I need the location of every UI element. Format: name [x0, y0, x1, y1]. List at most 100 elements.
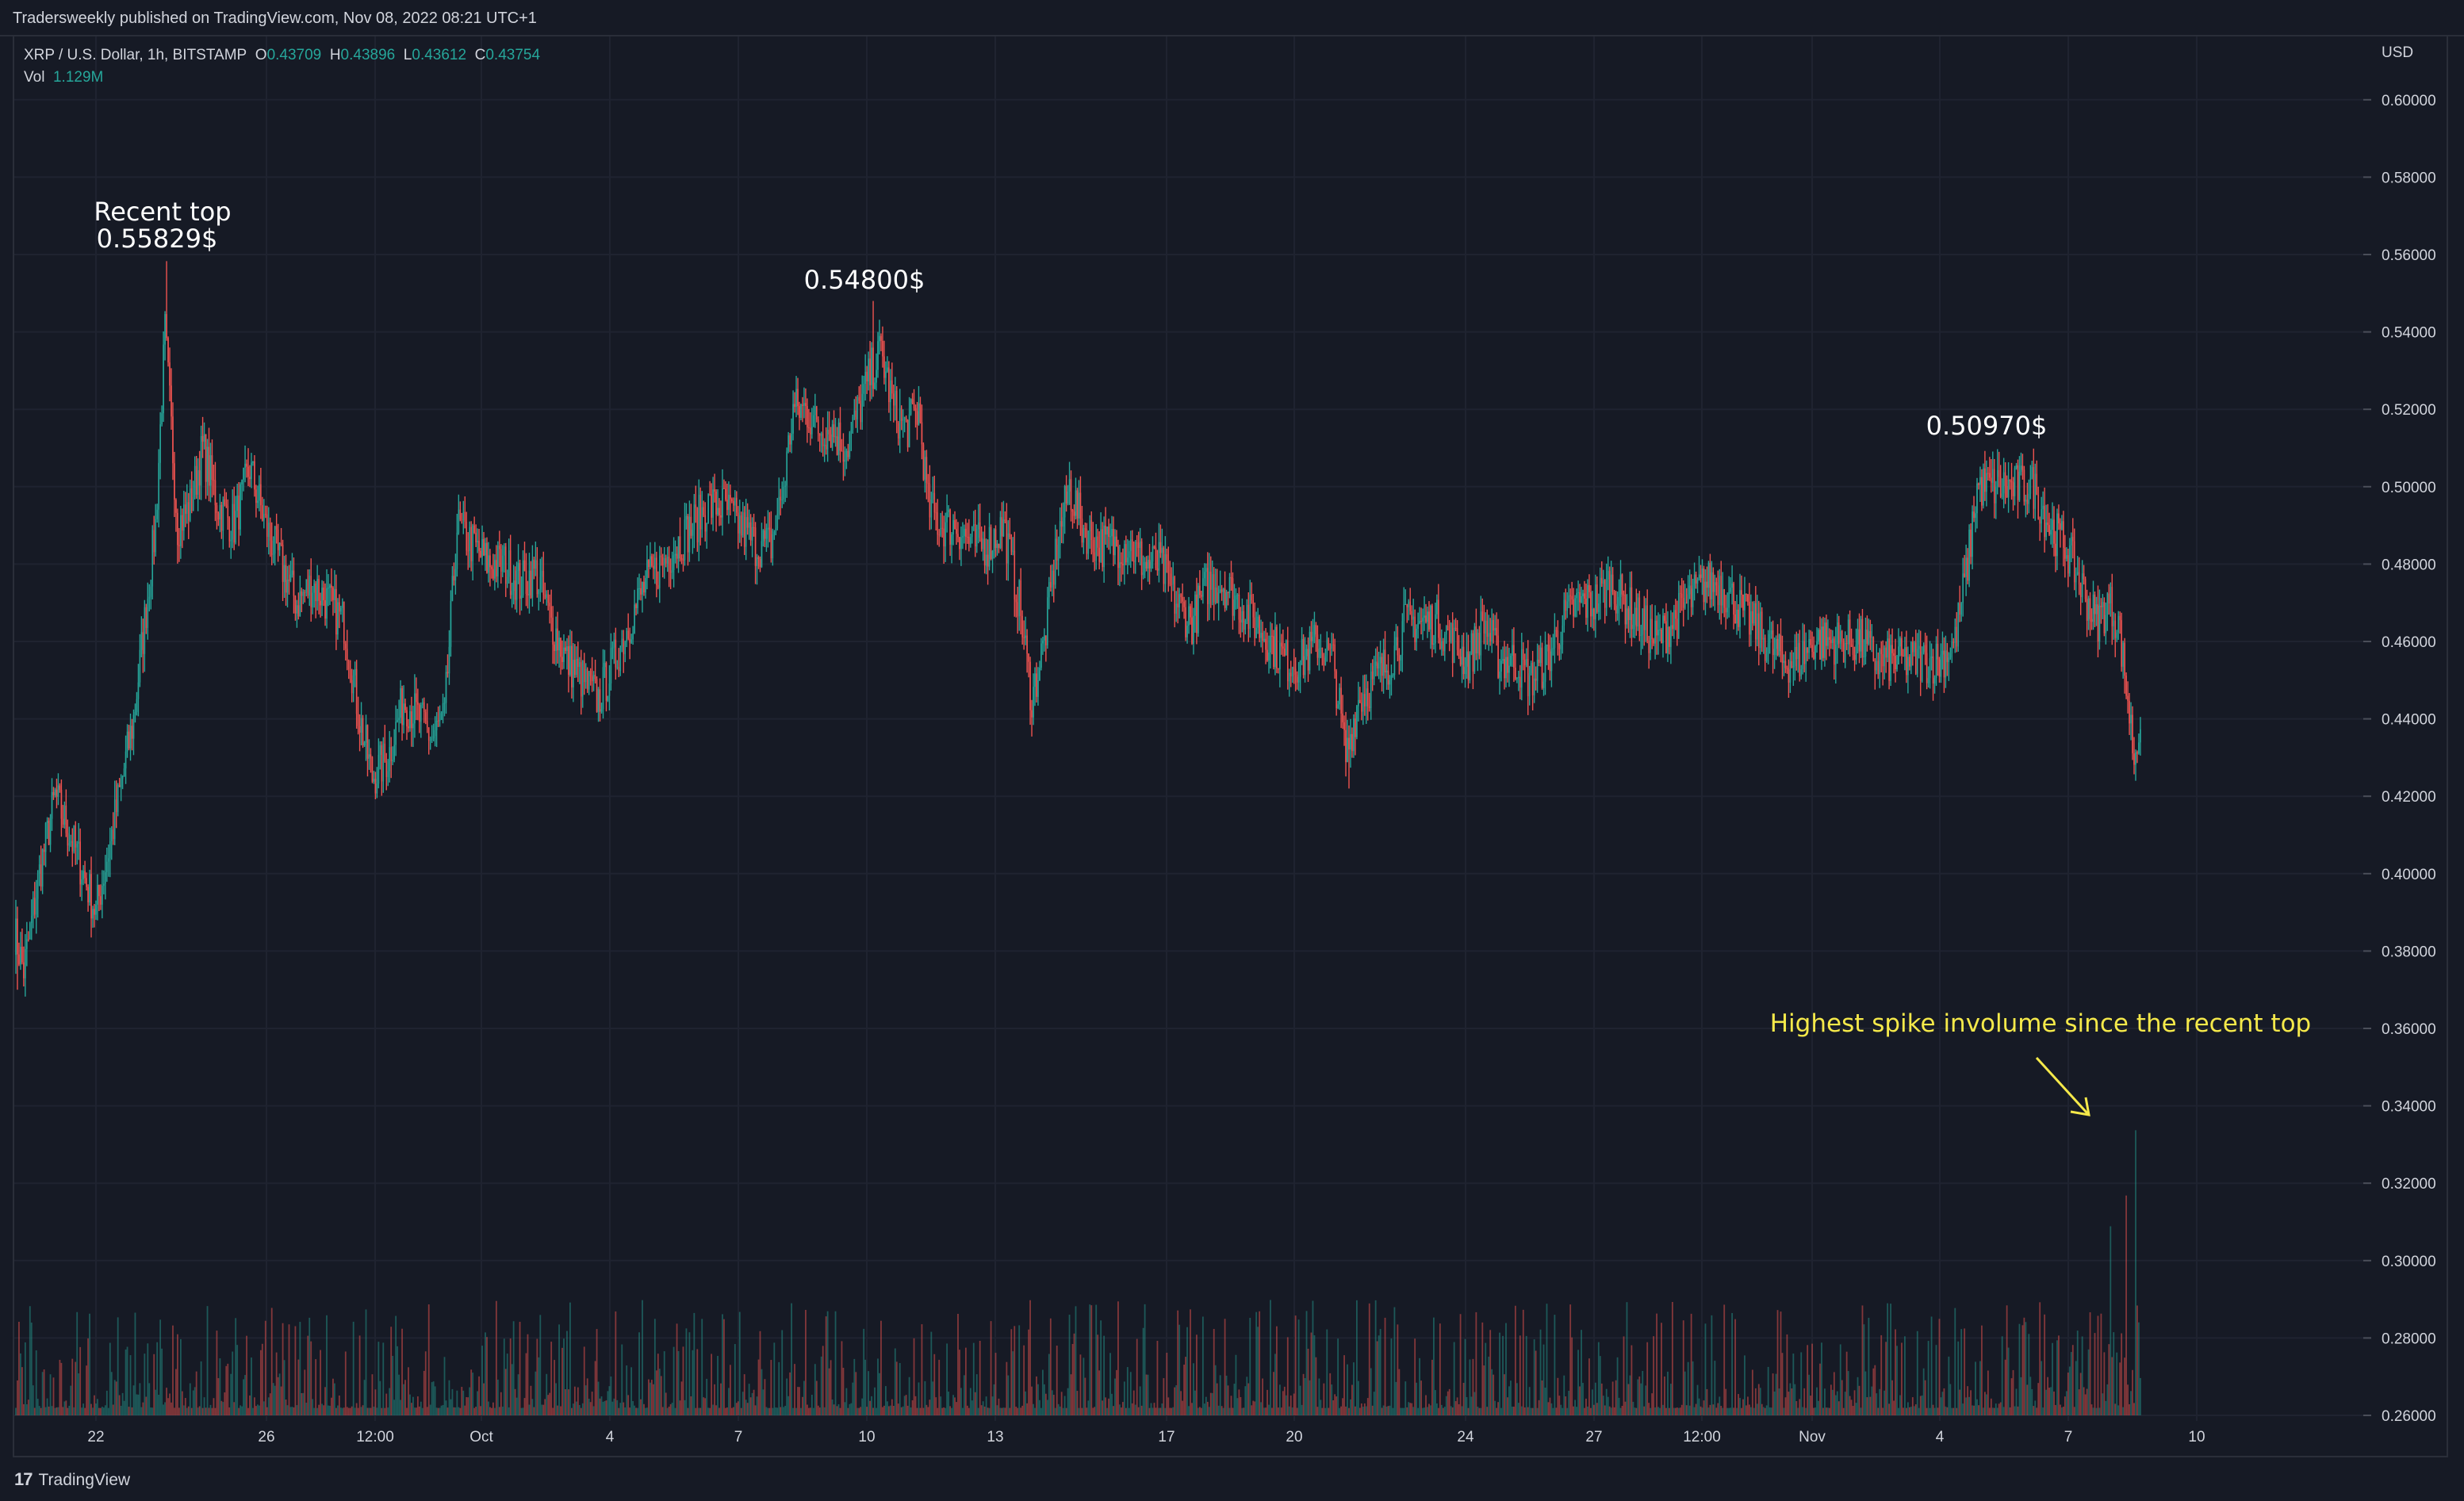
candle-body: [315, 583, 316, 602]
volume-bar: [2127, 1384, 2129, 1415]
volume-bar: [666, 1407, 669, 1415]
volume-bar: [454, 1407, 457, 1415]
volume-bar: [552, 1407, 554, 1415]
volume-bar: [773, 1342, 776, 1415]
candle-body: [597, 689, 600, 712]
volume-bar: [362, 1405, 364, 1415]
candle-body: [390, 747, 392, 762]
candle-body: [158, 462, 159, 510]
candle-body: [497, 546, 499, 577]
candle-body: [1417, 623, 1419, 629]
candle-body: [1860, 618, 1862, 652]
candle-body: [1868, 630, 1870, 644]
volume-bar: [1381, 1407, 1383, 1415]
volume-bar: [2018, 1323, 2021, 1415]
candle-body: [778, 496, 780, 515]
brand-label[interactable]: TradingView: [38, 1471, 131, 1489]
volume-bar: [147, 1343, 149, 1415]
volume-bar: [1222, 1407, 1224, 1415]
candle-body: [1486, 620, 1489, 638]
volume-bar: [2044, 1314, 2046, 1415]
chart-frame[interactable]: [13, 36, 2448, 1457]
volume-bar: [415, 1407, 417, 1415]
volume-bar: [2130, 1391, 2132, 1415]
candle-body: [323, 588, 324, 601]
candle-body: [1106, 526, 1108, 535]
volume-bar: [456, 1390, 458, 1415]
volume-bar: [1348, 1407, 1350, 1415]
candle-body: [1765, 653, 1768, 661]
volume-bar: [341, 1407, 343, 1415]
volume-bar: [1147, 1374, 1149, 1415]
candle-body: [1646, 605, 1648, 641]
volume-bar: [15, 1407, 17, 1415]
volume-bar: [492, 1402, 494, 1415]
volume-bar: [1879, 1388, 1881, 1415]
candle-body: [2010, 481, 2013, 483]
volume-bar: [98, 1407, 100, 1415]
volume-bar: [536, 1338, 538, 1415]
volume-bar: [1353, 1362, 1355, 1415]
candle-body: [1600, 577, 1601, 603]
candle-body: [1247, 604, 1250, 630]
candle-body: [927, 482, 929, 484]
candle-body: [660, 555, 662, 557]
candle-body: [855, 410, 857, 419]
candle-body: [605, 663, 607, 701]
volume-bar: [1615, 1380, 1617, 1415]
volume-bar: [1899, 1395, 1901, 1415]
candle-body: [1912, 641, 1914, 653]
volume-bar: [1571, 1337, 1573, 1415]
volume-bar: [469, 1387, 471, 1415]
volume-bar: [1893, 1400, 1895, 1415]
volume-bar: [283, 1360, 285, 1415]
candle-body: [427, 727, 430, 741]
candle-body: [1144, 561, 1146, 572]
candle-body: [329, 585, 331, 588]
candle-body: [1816, 641, 1818, 646]
volume-bar: [1208, 1407, 1210, 1415]
candle-body: [422, 702, 423, 705]
candle-body: [1781, 651, 1784, 663]
tradingview-logo-icon[interactable]: 17: [14, 1469, 33, 1489]
candle-body: [561, 657, 563, 662]
candle-body: [1075, 490, 1077, 516]
volume-bar: [1504, 1374, 1505, 1415]
candle-body: [1566, 601, 1569, 611]
volume-bar: [182, 1405, 185, 1415]
candle-body: [1984, 468, 1986, 492]
volume-bar: [569, 1302, 571, 1415]
volume-bar: [1653, 1336, 1655, 1415]
volume-bar: [255, 1406, 257, 1415]
candle-body: [1901, 638, 1903, 657]
volume-bar: [1581, 1330, 1582, 1415]
candle-body: [1052, 570, 1055, 585]
volume-bar: [566, 1331, 568, 1415]
volume-bar: [352, 1321, 354, 1415]
volume-bar: [630, 1367, 633, 1415]
volume-bar: [1964, 1328, 1966, 1415]
candle-body: [757, 557, 760, 559]
volume-bar: [685, 1328, 688, 1415]
candle-body: [1956, 626, 1958, 647]
candle-body: [82, 871, 84, 879]
candle-body: [1544, 645, 1546, 682]
volume-bar: [1626, 1302, 1628, 1415]
candle-body: [1191, 617, 1193, 644]
candle-body: [657, 584, 659, 588]
candle-body: [1145, 561, 1148, 569]
candle-body: [1424, 615, 1425, 618]
candle-body: [1379, 657, 1381, 664]
volume-bar: [453, 1407, 455, 1415]
candle-body: [817, 419, 819, 435]
volume-bar: [627, 1395, 630, 1415]
volume-bar: [169, 1393, 171, 1415]
candle-body: [1097, 536, 1098, 548]
volume-bar: [661, 1407, 664, 1415]
candle-body: [148, 596, 151, 599]
volume-bar: [1975, 1361, 1976, 1415]
volume-bar: [720, 1383, 722, 1415]
candle-body: [1919, 645, 1922, 681]
volume-bar: [30, 1322, 33, 1415]
